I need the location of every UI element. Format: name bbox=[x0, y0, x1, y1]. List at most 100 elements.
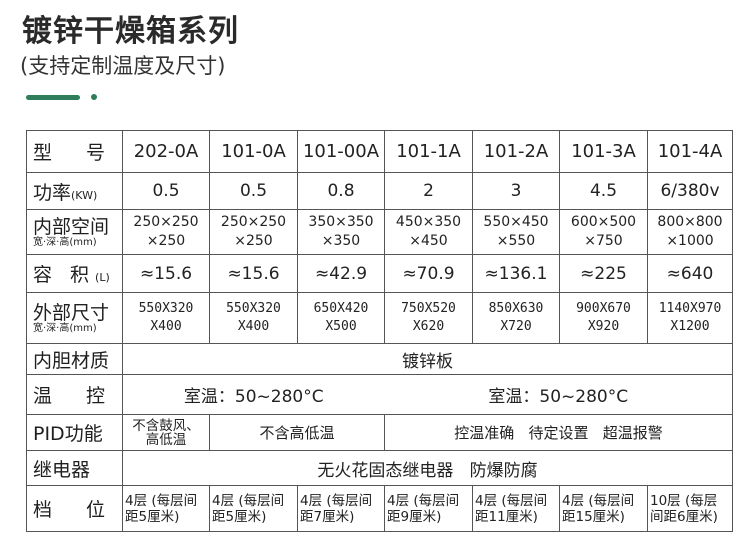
inner-size-line: ×1000 bbox=[666, 233, 714, 249]
temp-right: 室温：50~280°C bbox=[384, 374, 733, 415]
label-model: 型 号 bbox=[26, 130, 123, 173]
shelves-line: 距7厘米) bbox=[300, 508, 355, 525]
label-inner-size-sub: 宽·深·高(mm) bbox=[33, 236, 97, 248]
outer-size-cell: 1140X970 X1200 bbox=[647, 292, 733, 344]
inner-size-line: 350×350 bbox=[308, 214, 374, 230]
power-cell: 0.8 bbox=[297, 172, 385, 210]
outer-size-line: 900X670 bbox=[576, 301, 631, 316]
accent-dot bbox=[91, 94, 97, 100]
power-cell: 0.5 bbox=[122, 172, 210, 210]
inner-size-line: ×450 bbox=[409, 233, 448, 249]
inner-size-line: ×250 bbox=[146, 233, 186, 249]
shelves-line: 4层 (每层间 bbox=[387, 492, 460, 509]
outer-size-line: X1200 bbox=[670, 319, 710, 334]
outer-size-line: X720 bbox=[500, 319, 532, 334]
volume-cell: ≈15.6 bbox=[209, 254, 298, 293]
row-power: 功率(KW) 0.5 0.5 0.8 2 3 4.5 6/380v bbox=[26, 172, 733, 210]
outer-size-line: 550X320 bbox=[226, 301, 281, 316]
row-volume: 容 积(L) ≈15.6 ≈15.6 ≈42.9 ≈70.9 ≈136.1 ≈2… bbox=[26, 254, 733, 293]
inner-size-cell: 550×450 ×550 bbox=[472, 209, 560, 255]
shelves-cell: 4层 (每层间 距15厘米) bbox=[559, 485, 648, 532]
inner-size-cell: 250×250 ×250 bbox=[122, 209, 210, 255]
row-inner-size: 内部空间 宽·深·高(mm) 250×250 ×250 250×250 ×250 3… bbox=[26, 209, 733, 255]
outer-size-cell: 900X670 X920 bbox=[559, 292, 648, 344]
label-volume-text: 容 积 bbox=[33, 264, 96, 286]
outer-size-line: 650X420 bbox=[313, 301, 369, 316]
pid-line: 不含鼓风、 bbox=[132, 417, 200, 434]
shelves-line: 间距6厘米) bbox=[650, 508, 718, 525]
label-inner-size: 内部空间 宽·深·高(mm) bbox=[26, 209, 123, 255]
inner-size-cell: 350×350 ×350 bbox=[297, 209, 385, 255]
power-cell: 2 bbox=[384, 172, 473, 210]
page-subtitle: (支持定制温度及尺寸) bbox=[20, 54, 226, 78]
shelves-cell: 4层 (每层间 距7厘米) bbox=[297, 485, 385, 532]
outer-size-cell: 550X320 X400 bbox=[122, 292, 210, 344]
label-outer-size-text: 外部尺寸 bbox=[33, 301, 110, 324]
label-inner-size-text: 内部空间 bbox=[33, 215, 110, 238]
shelves-line: 4层 (每层间 bbox=[212, 492, 285, 509]
label-power: 功率(KW) bbox=[26, 172, 123, 210]
row-relay: 继电器 无火花固态继电器 防爆防腐 bbox=[26, 450, 733, 486]
inner-size-cell: 600×500 ×750 bbox=[559, 209, 648, 255]
model-cell: 101-3A bbox=[559, 130, 648, 173]
label-pid: PID功能 bbox=[26, 414, 123, 451]
shelves-line: 距5厘米) bbox=[212, 508, 267, 525]
pid-cell-1: 不含鼓风、 高低温 bbox=[122, 414, 210, 451]
inner-size-line: ×750 bbox=[584, 233, 623, 249]
inner-size-cell: 800×800 ×1000 bbox=[647, 209, 733, 255]
label-relay: 继电器 bbox=[26, 450, 123, 486]
outer-size-line: 850X630 bbox=[488, 301, 544, 316]
inner-size-line: 250×250 bbox=[133, 214, 199, 230]
shelves-cell: 4层 (每层间 距5厘米) bbox=[209, 485, 298, 532]
shelves-line: 4层 (每层间 bbox=[125, 492, 198, 509]
row-temp: 温 控 室温：50~280°C 室温：50~280°C bbox=[26, 374, 733, 415]
shelves-line: 距11厘米) bbox=[475, 508, 538, 525]
shelves-line: 10层 (每层 bbox=[650, 492, 718, 509]
power-cell: 0.5 bbox=[209, 172, 298, 210]
label-temp: 温 控 bbox=[26, 374, 123, 415]
shelves-cell: 4层 (每层间 距11厘米) bbox=[472, 485, 560, 532]
inner-size-cell: 450×350 ×450 bbox=[384, 209, 473, 255]
shelves-line: 距5厘米) bbox=[125, 508, 180, 525]
pid-line: 高低温 bbox=[145, 431, 187, 448]
inner-size-line: 550×450 bbox=[483, 214, 549, 230]
model-cell: 101-4A bbox=[647, 130, 733, 173]
shelves-cell: 10层 (每层 间距6厘米) bbox=[647, 485, 733, 532]
page-title: 镀锌干燥箱系列 bbox=[22, 14, 239, 49]
inner-size-line: ×250 bbox=[234, 233, 273, 249]
label-liner: 内胆材质 bbox=[26, 343, 123, 375]
model-cell: 101-1A bbox=[384, 130, 473, 173]
model-cell: 202-0A bbox=[122, 130, 210, 173]
volume-cell: ≈136.1 bbox=[472, 254, 560, 293]
outer-size-cell: 850X630 X720 bbox=[472, 292, 560, 344]
outer-size-line: 750X520 bbox=[401, 301, 456, 316]
label-power-unit: (KW) bbox=[71, 188, 98, 202]
temp-left: 室温：50~280°C bbox=[122, 374, 385, 415]
shelves-line: 4层 (每层间 bbox=[300, 492, 373, 509]
volume-cell: ≈225 bbox=[559, 254, 648, 293]
outer-size-line: X500 bbox=[325, 319, 357, 334]
volume-cell: ≈70.9 bbox=[384, 254, 473, 293]
inner-size-line: 800×800 bbox=[657, 214, 723, 230]
shelves-line: 距15厘米) bbox=[562, 508, 625, 525]
row-outer-size: 外部尺寸 宽·深·高(mm) 550X320 X400 550X320 X400 6… bbox=[26, 292, 733, 344]
outer-size-line: X620 bbox=[412, 319, 445, 334]
outer-size-line: X920 bbox=[587, 319, 620, 334]
inner-size-line: 250×250 bbox=[220, 214, 287, 230]
outer-size-line: X400 bbox=[237, 319, 270, 334]
inner-size-cell: 250×250 ×250 bbox=[209, 209, 298, 255]
inner-size-line: ×550 bbox=[496, 233, 536, 249]
shelves-line: 4层 (每层间 bbox=[475, 492, 548, 509]
shelves-line: 距9厘米) bbox=[387, 508, 442, 525]
power-cell: 4.5 bbox=[559, 172, 648, 210]
shelves-cell: 4层 (每层间 距5厘米) bbox=[122, 485, 210, 532]
volume-cell: ≈640 bbox=[647, 254, 733, 293]
pid-cell-2: 不含高低温 bbox=[209, 414, 385, 451]
row-liner: 内胆材质 镀锌板 bbox=[26, 343, 733, 375]
liner-value: 镀锌板 bbox=[122, 343, 733, 375]
outer-size-line: 550X320 bbox=[138, 301, 194, 316]
label-shelves: 档 位 bbox=[26, 485, 123, 532]
model-cell: 101-0A bbox=[209, 130, 298, 173]
row-model: 型 号 202-0A 101-0A 101-00A 101-1A 101-2A … bbox=[26, 130, 733, 173]
shelves-cell: 4层 (每层间 距9厘米) bbox=[384, 485, 473, 532]
